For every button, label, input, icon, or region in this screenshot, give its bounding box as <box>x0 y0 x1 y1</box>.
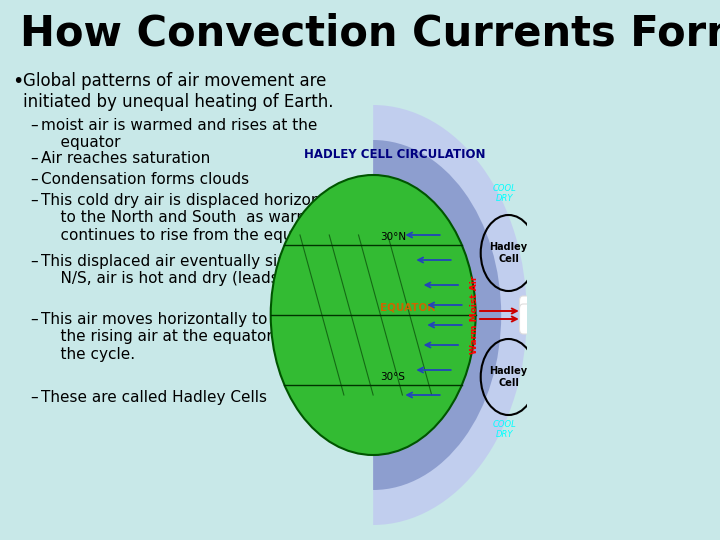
Text: Hadley
Cell: Hadley Cell <box>490 242 528 264</box>
Text: Air reaches saturation: Air reaches saturation <box>41 151 210 166</box>
Text: –: – <box>31 151 38 166</box>
Text: This air moves horizontally to replace
    the rising air at the equator- comple: This air moves horizontally to replace t… <box>41 312 368 362</box>
Text: Hadley
Cell: Hadley Cell <box>490 366 528 388</box>
Text: Global patterns of air movement are
initiated by unequal heating of Earth.: Global patterns of air movement are init… <box>24 72 334 111</box>
Text: COOL
DRY: COOL DRY <box>493 420 517 440</box>
Text: EQUATOR: EQUATOR <box>380 302 436 312</box>
Text: How Convection Currents Form: How Convection Currents Form <box>20 12 720 54</box>
Text: COOL
DRY: COOL DRY <box>493 184 517 203</box>
Text: –: – <box>31 390 38 405</box>
Text: moist air is warmed and rises at the
    equator: moist air is warmed and rises at the equ… <box>41 118 318 151</box>
Text: Condensation forms clouds: Condensation forms clouds <box>41 172 249 187</box>
Text: This displaced air eventually sinks at 3
    N/S, air is hot and dry (leads to d: This displaced air eventually sinks at 3… <box>41 254 367 286</box>
FancyBboxPatch shape <box>520 304 547 334</box>
Text: Warm Moist Air: Warm Moist Air <box>469 276 479 354</box>
Text: HADLEY CELL CIRCULATION: HADLEY CELL CIRCULATION <box>305 148 486 161</box>
Text: –: – <box>31 193 38 208</box>
Text: 30°S: 30°S <box>380 372 405 382</box>
Wedge shape <box>373 140 501 490</box>
FancyBboxPatch shape <box>520 296 547 326</box>
Text: –: – <box>31 118 38 133</box>
Text: This cold dry air is displaced horizontally
    to the North and South  as warm : This cold dry air is displaced horizonta… <box>41 193 354 243</box>
Text: –: – <box>31 312 38 327</box>
Text: These are called Hadley Cells: These are called Hadley Cells <box>41 390 267 405</box>
Text: –: – <box>31 172 38 187</box>
Text: 30°N: 30°N <box>380 232 407 242</box>
Wedge shape <box>373 105 527 525</box>
Circle shape <box>271 175 476 455</box>
Text: •: • <box>12 72 23 91</box>
Text: –: – <box>31 254 38 269</box>
